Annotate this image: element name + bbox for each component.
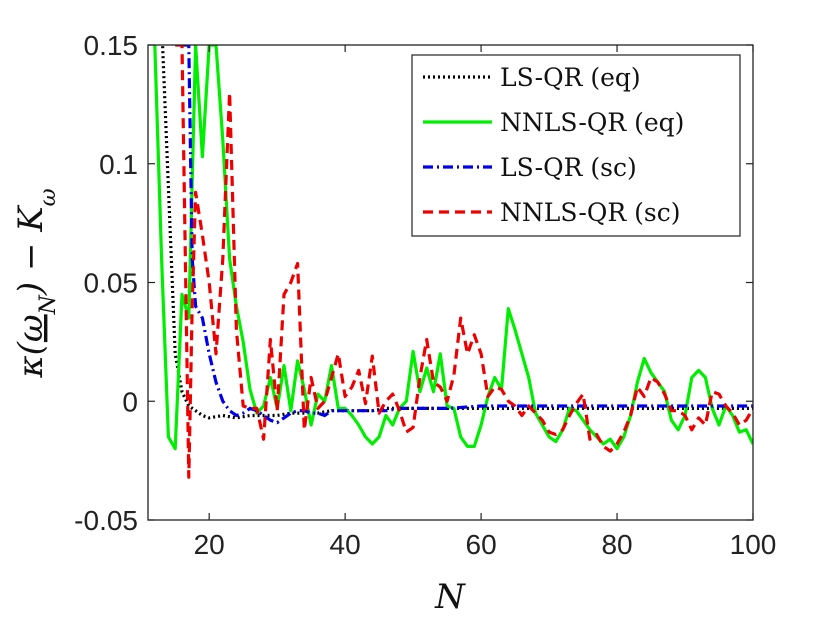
legend-label-1: LS-QR (eq) xyxy=(500,63,641,92)
series-line-2 xyxy=(153,45,753,451)
y-axis-label: κ(ωN) − Kω xyxy=(11,188,61,378)
legend-label-3: LS-QR (sc) xyxy=(500,153,637,182)
series-line-3 xyxy=(182,45,753,425)
x-tick-label: 80 xyxy=(601,529,632,560)
x-tick-label: 40 xyxy=(330,529,361,560)
tick-layer: 20 40 60 80 100 -0.05 0 0.05 0.1 0.15 xyxy=(74,30,776,560)
x-tick-label: 100 xyxy=(730,529,777,560)
legend-label-4: NNLS-QR (sc) xyxy=(500,198,680,227)
legend-box xyxy=(411,54,741,237)
y-tick-label: -0.05 xyxy=(74,505,138,536)
y-tick-label: 0.1 xyxy=(99,149,138,180)
x-axis-label: N xyxy=(434,577,466,617)
y-tick-label: 0.15 xyxy=(84,30,139,61)
legend: LS-QR (eq) NNLS-QR (eq) LS-QR (sc) NNLS-QR … xyxy=(411,54,741,237)
legend-label-2: NNLS-QR (eq) xyxy=(500,108,684,137)
series-layer xyxy=(153,45,753,479)
x-tick-label: 20 xyxy=(194,529,225,560)
y-tick-label: 0 xyxy=(122,386,138,417)
x-tick-label: 60 xyxy=(466,529,497,560)
y-tick-label: 0.05 xyxy=(84,268,139,299)
series-line-4 xyxy=(175,45,753,479)
